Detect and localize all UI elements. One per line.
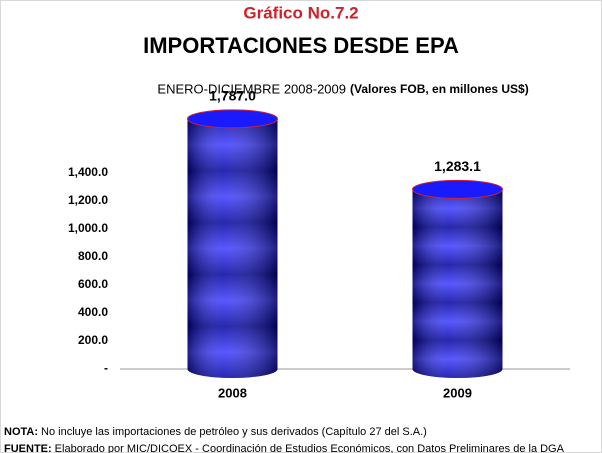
y-tick-label: 1,400.0 — [68, 165, 108, 179]
y-tick-label: 200.0 — [78, 333, 108, 347]
bar-shade — [412, 189, 503, 378]
value-label: 1,283.1 — [434, 158, 481, 174]
y-tick-label: 800.0 — [78, 249, 108, 263]
note-text: Elaborado por MIC/DICOEX - Coordinación … — [55, 443, 565, 453]
period: ENERO-DICIEMBRE 2008-2009 — [157, 81, 346, 96]
bar-top — [187, 109, 278, 129]
y-tick-label: 600.0 — [78, 277, 108, 291]
bar — [187, 109, 278, 378]
x-tick-label: 2008 — [218, 385, 247, 400]
note-text: No incluye las importaciones de petróleo… — [41, 426, 427, 438]
bar-shade — [187, 118, 278, 378]
chart-title: Gráfico No.7.2 — [243, 3, 358, 22]
y-tick-label: - — [104, 361, 108, 375]
y-tick-label: 1,000.0 — [68, 221, 108, 235]
bar — [412, 179, 503, 378]
units: (Valores FOB, en millones US$) — [350, 82, 529, 96]
note-label: FUENTE: — [4, 443, 52, 453]
note-label: NOTA: — [4, 426, 38, 438]
bar-top — [412, 179, 503, 199]
y-tick-label: 400.0 — [78, 305, 108, 319]
y-tick-label: 1,200.0 — [68, 193, 108, 207]
x-tick-label: 2009 — [443, 385, 472, 400]
chart-subtitle: IMPORTACIONES DESDE EPA — [143, 33, 459, 58]
value-label: 1,787.0 — [209, 88, 256, 104]
